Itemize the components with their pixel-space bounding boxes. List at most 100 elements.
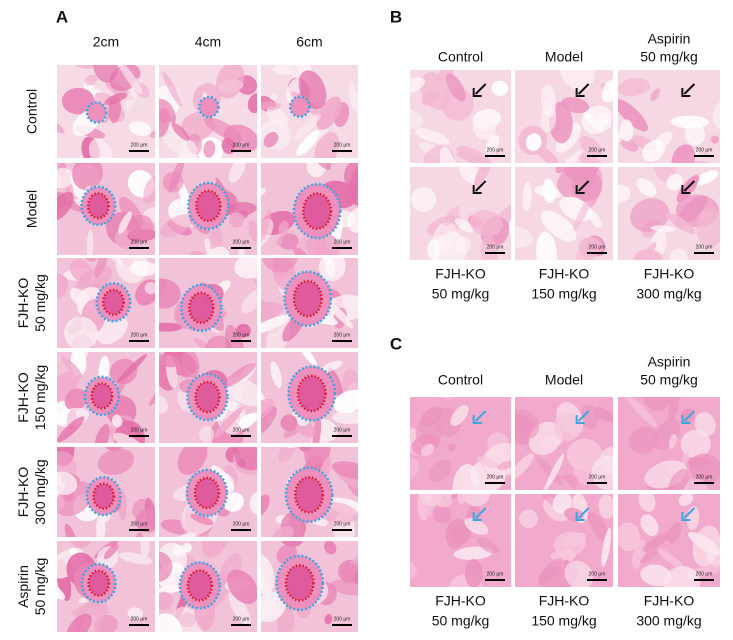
thrombus-outline [284, 564, 315, 602]
histology-image: 200 μm [410, 397, 511, 490]
tissue [618, 78, 651, 97]
tissue [57, 273, 69, 300]
thrombus-outline [194, 380, 221, 414]
histology-image: 200 μm [515, 70, 613, 163]
tissue [127, 607, 144, 620]
tissue [261, 398, 275, 422]
tissue [216, 65, 245, 99]
scale-bar-label: 200 μm [131, 332, 148, 338]
scale-bar-label: 200 μm [487, 147, 504, 153]
tissue [455, 236, 471, 255]
tissue [321, 360, 343, 373]
thrombus-outline [195, 189, 222, 223]
tissue [241, 290, 257, 314]
tissue [159, 585, 182, 594]
histology-image: 200 μm [57, 258, 155, 348]
histology-image: 200 μm [159, 541, 257, 632]
scale-bar-label: 200 μm [233, 332, 250, 338]
histology-image: 200 μm [410, 494, 511, 587]
tissue [348, 83, 358, 113]
tissue [411, 186, 437, 213]
column-header: Aspirin [648, 31, 691, 47]
tissue [159, 322, 183, 332]
tissue [668, 433, 677, 449]
tissue [171, 123, 190, 141]
scale-bar-label: 200 μm [487, 571, 504, 577]
tissue [344, 163, 358, 192]
tissue [640, 564, 672, 587]
tissue [261, 208, 272, 244]
tissue [330, 579, 358, 596]
column-header: Control [438, 49, 483, 65]
tissue [94, 424, 110, 443]
tissue [454, 546, 493, 560]
tissue [559, 150, 582, 163]
tissue [688, 531, 720, 556]
arrow [577, 507, 590, 519]
tissue [331, 461, 358, 480]
tissue [225, 324, 245, 348]
tissue [420, 406, 443, 427]
tissue [561, 97, 590, 114]
tissue [314, 132, 340, 158]
panel-label: B [390, 7, 402, 26]
tissue [678, 494, 694, 507]
scale-bar-label: 200 μm [131, 239, 148, 245]
image-content [159, 447, 257, 537]
tissue [111, 414, 123, 428]
arrow [683, 180, 696, 192]
tissue [666, 212, 696, 234]
tissue [306, 163, 327, 178]
tissue [328, 367, 344, 400]
tissue [278, 447, 302, 463]
tissue [581, 105, 613, 134]
tissue [522, 180, 532, 212]
tissue [274, 65, 288, 75]
scale-bar-label: 200 μm [233, 427, 250, 433]
row-label: FJH-KO [15, 467, 31, 518]
tissue [333, 389, 358, 414]
image-content [618, 70, 720, 163]
tissue [149, 130, 155, 139]
tissue [587, 511, 611, 543]
column-footer: FJH-KO [644, 593, 695, 609]
tissue [96, 514, 106, 537]
tissue [214, 406, 244, 438]
tissue [118, 211, 132, 234]
tissue [642, 140, 665, 162]
tissue [223, 492, 244, 512]
scale-bar-label: 200 μm [487, 474, 504, 480]
tissue [485, 134, 500, 153]
histology-image: 200 μm [515, 397, 613, 490]
tissue [666, 173, 683, 191]
vessel-outline [288, 95, 311, 118]
tissue [421, 91, 440, 106]
tissue [261, 406, 277, 434]
tissue [238, 246, 245, 255]
column-footer: FJH-KO [435, 593, 486, 609]
tissue [324, 258, 336, 278]
tissue [680, 408, 695, 423]
tissue [663, 566, 701, 587]
tissue [74, 352, 93, 367]
thrombus-outline [92, 482, 116, 510]
tissue [410, 560, 417, 579]
tissue [221, 362, 257, 389]
tissue [272, 525, 294, 537]
tissue [469, 210, 503, 236]
tissue [316, 96, 342, 130]
tissue [410, 457, 419, 479]
image-content [410, 397, 511, 490]
histology-image: 200 μm [515, 494, 613, 587]
tissue [269, 93, 278, 101]
tissue [228, 591, 251, 627]
thrombus-outline [296, 374, 327, 413]
tissue [626, 397, 658, 428]
column-footer: 50 mg/kg [432, 286, 490, 302]
tissue [159, 551, 173, 583]
arrow-head [681, 415, 691, 424]
scale-bar-label: 200 μm [589, 147, 606, 153]
arrow [683, 83, 696, 95]
tissue [94, 258, 111, 279]
column-footer: 150 mg/kg [531, 286, 596, 302]
